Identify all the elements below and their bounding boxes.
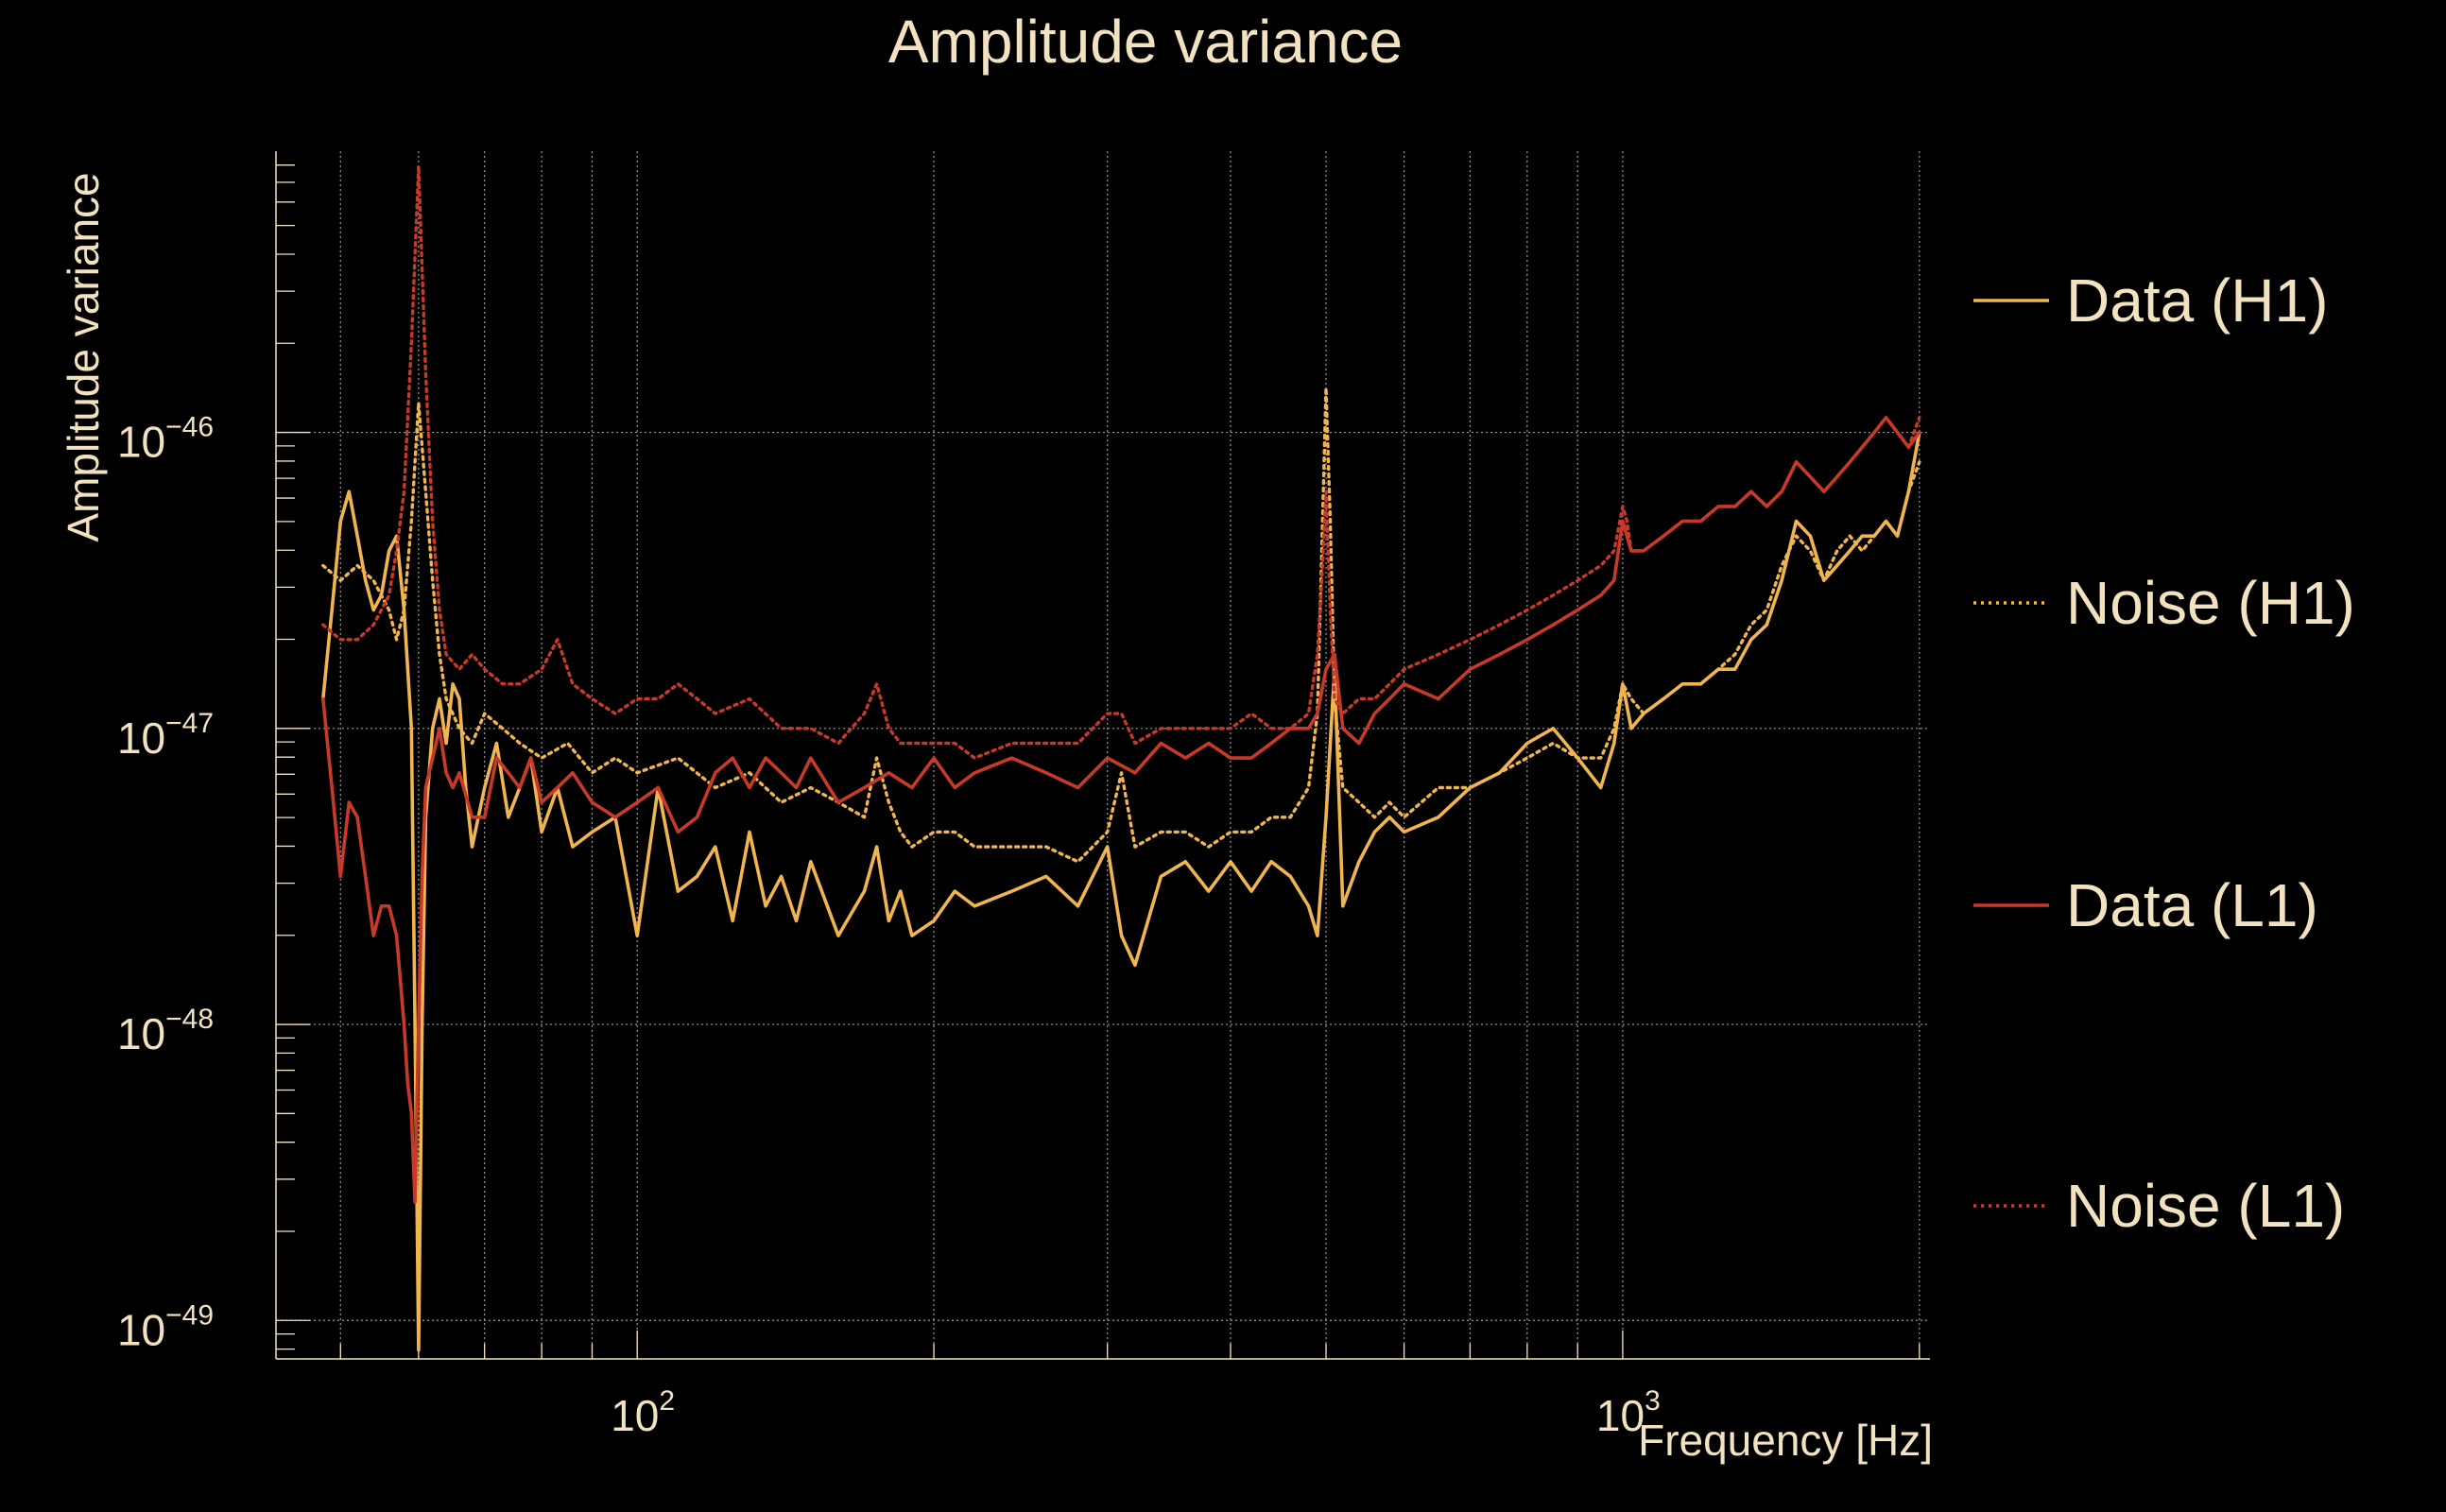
chart-title: Amplitude variance <box>888 8 1403 76</box>
y-tick-label: 10−49 <box>117 1299 214 1354</box>
y-tick-label: 10−48 <box>117 1004 214 1058</box>
tick-labels: 10−49 10−48 10−47 10−46 102 103 <box>117 412 1661 1440</box>
x-axis-label: Frequency [Hz] <box>1638 1416 1933 1465</box>
series-line-data-h1 <box>320 430 1921 1352</box>
legend-label: Noise (L1) <box>2066 1172 2345 1240</box>
x-tick-label: 103 <box>1596 1385 1661 1440</box>
legend-label: Noise (H1) <box>2066 569 2355 637</box>
legend: Data (H1) Noise (H1) Data (L1) Noise (L1) <box>1973 266 2355 1240</box>
legend-item-data-l1: Data (L1) <box>1973 871 2318 939</box>
series-lines <box>320 163 1921 1352</box>
series-line-noise-h1 <box>321 386 1921 864</box>
legend-label: Data (H1) <box>2066 266 2328 335</box>
y-axis-label: Amplitude variance <box>59 172 108 541</box>
x-tick-label: 102 <box>611 1385 675 1440</box>
legend-item-data-h1: Data (H1) <box>1973 266 2328 335</box>
legend-item-noise-l1: Noise (L1) <box>1973 1172 2345 1240</box>
series-line-noise-l1 <box>321 163 1921 760</box>
legend-item-noise-h1: Noise (H1) <box>1973 569 2355 637</box>
grid <box>276 151 1930 1359</box>
axes <box>275 151 1930 1360</box>
y-tick-label: 10−46 <box>117 412 214 467</box>
y-tick-label: 10−47 <box>117 708 214 763</box>
legend-label: Data (L1) <box>2066 871 2318 939</box>
